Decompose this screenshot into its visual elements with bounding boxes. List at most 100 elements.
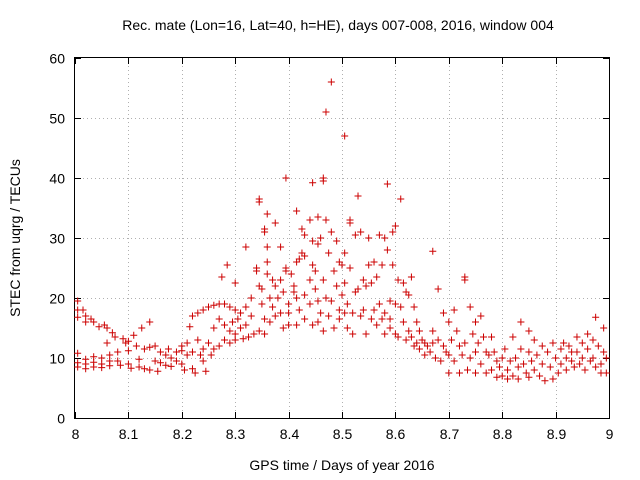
data-point [172, 348, 180, 356]
data-point [584, 345, 592, 353]
data-point [162, 351, 170, 359]
data-point [258, 300, 266, 308]
data-point [522, 369, 530, 377]
y-tick-label: 0 [57, 411, 65, 427]
data-point [266, 318, 274, 326]
data-point [293, 294, 301, 302]
data-point [221, 336, 229, 344]
data-point [183, 351, 191, 359]
data-point [517, 318, 525, 326]
data-point [538, 342, 546, 350]
data-point [263, 258, 271, 266]
data-point [359, 306, 367, 314]
data-point [156, 359, 164, 367]
data-point [541, 377, 549, 385]
data-point [226, 339, 234, 347]
data-point [319, 327, 327, 335]
data-point [434, 285, 442, 293]
data-point [530, 366, 538, 374]
data-point [82, 318, 90, 326]
data-point [472, 348, 479, 356]
data-point [237, 324, 245, 332]
data-point [306, 300, 314, 308]
data-point [306, 276, 314, 284]
data-point [525, 348, 533, 356]
data-point [357, 228, 365, 236]
data-point [279, 288, 287, 296]
points-layer [74, 78, 610, 385]
data-point [407, 333, 415, 341]
x-tick-label: 8.7 [440, 426, 460, 442]
x-axis-label: GPS time / Days of year 2016 [249, 457, 434, 473]
x-tick-label: 8.6 [386, 426, 406, 442]
data-point [341, 132, 349, 140]
data-point [594, 342, 602, 350]
data-point [399, 318, 407, 326]
data-point [370, 306, 378, 314]
data-point [247, 312, 255, 320]
x-tick-label: 8.2 [173, 426, 193, 442]
data-point [146, 366, 154, 374]
data-point [215, 342, 223, 350]
data-point [322, 108, 330, 116]
data-point [386, 315, 394, 323]
data-point [530, 336, 538, 344]
data-point [437, 357, 445, 365]
data-point [397, 195, 405, 203]
data-point [514, 375, 522, 383]
data-point [439, 309, 447, 317]
data-point [140, 365, 148, 373]
data-point [261, 330, 269, 338]
data-point [349, 309, 357, 317]
data-point [373, 321, 381, 329]
data-point [239, 335, 247, 343]
y-tick-label: 60 [49, 51, 65, 67]
data-point [186, 323, 194, 331]
data-point [306, 216, 314, 224]
data-point [466, 354, 474, 362]
data-point [431, 354, 439, 362]
data-point [557, 360, 565, 368]
data-point [578, 354, 586, 362]
data-point [322, 216, 330, 224]
data-point [156, 348, 164, 356]
data-point [474, 339, 482, 347]
x-tick-label: 8.4 [280, 426, 300, 442]
data-point [357, 312, 365, 320]
data-point [600, 348, 608, 356]
data-point [237, 309, 245, 317]
data-point [231, 279, 239, 287]
data-point [405, 327, 413, 335]
data-point [285, 321, 293, 329]
data-point [298, 225, 306, 233]
data-point [466, 303, 474, 311]
data-point [488, 333, 496, 341]
data-point [546, 363, 554, 371]
data-point [445, 351, 453, 359]
data-point [429, 339, 437, 347]
data-point [455, 342, 463, 350]
data-point [410, 303, 418, 311]
data-point [520, 360, 528, 368]
data-point [354, 285, 362, 293]
data-point [517, 345, 525, 353]
data-point [207, 351, 215, 359]
data-point [351, 231, 359, 239]
data-point [127, 364, 135, 372]
data-point [333, 282, 341, 290]
data-point [138, 324, 146, 332]
data-point [242, 321, 250, 329]
data-point [210, 345, 218, 353]
data-point [245, 333, 253, 341]
data-point [106, 362, 114, 370]
data-point [362, 330, 370, 338]
data-point [178, 347, 186, 355]
data-point [221, 300, 229, 308]
data-point [194, 336, 202, 344]
data-point [180, 366, 188, 374]
data-point [461, 339, 469, 347]
data-point [322, 294, 330, 302]
data-point [314, 297, 322, 305]
data-point [391, 300, 399, 308]
data-point [188, 365, 196, 373]
